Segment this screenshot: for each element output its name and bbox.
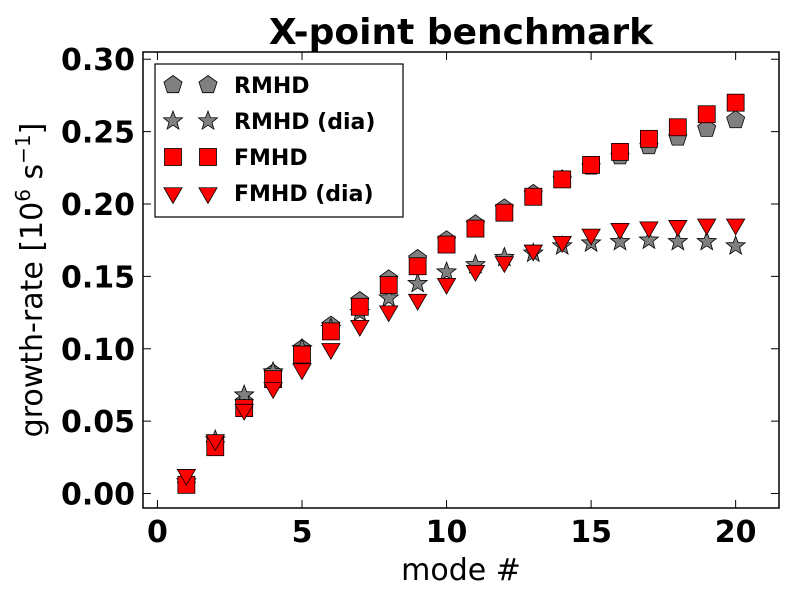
data-point [293, 345, 311, 364]
data-point [667, 230, 689, 251]
y-tick-label: 0.10 [61, 333, 135, 368]
data-point [697, 105, 716, 124]
x-tick-label: 5 [292, 515, 313, 550]
data-point [407, 272, 429, 293]
data-point [696, 230, 718, 251]
x-tick-label: 0 [147, 515, 168, 550]
data-point [378, 286, 400, 308]
data-point [408, 257, 427, 276]
data-point [263, 382, 283, 400]
data-point [379, 276, 398, 294]
legend-marker [198, 187, 218, 205]
y-tick-label: 0.25 [61, 116, 135, 151]
series-fmhd [177, 93, 745, 494]
data-point [436, 277, 457, 295]
x-axis-label: mode # [401, 553, 521, 588]
data-point [321, 343, 341, 361]
data-point [725, 218, 746, 236]
legend-label-rmhd-dia: RMHD (dia) [234, 110, 375, 135]
data-point [437, 235, 456, 254]
data-point [696, 218, 717, 236]
x-tick-label: 20 [715, 515, 757, 550]
chart-title: X-point benchmark [269, 12, 654, 53]
data-point [407, 293, 428, 311]
data-point [668, 118, 687, 137]
x-tick-label: 10 [426, 515, 468, 550]
data-point [292, 363, 312, 381]
data-point [322, 322, 340, 341]
data-point [638, 229, 660, 250]
y-tick-label: 0.00 [61, 478, 135, 513]
legend-marker [198, 75, 218, 94]
data-point [494, 256, 515, 274]
x-tick-label: 15 [570, 515, 612, 550]
y-tick-label: 0.15 [61, 260, 135, 295]
data-point [350, 297, 369, 316]
data-point [176, 469, 197, 486]
legend-marker [163, 187, 183, 205]
series-fmhd-dia [176, 218, 746, 486]
data-point [465, 264, 486, 282]
data-point [234, 403, 254, 421]
legend-label-fmhd: FMHD [234, 146, 308, 171]
y-tick-label: 0.30 [61, 43, 135, 78]
data-point [582, 156, 600, 174]
data-point [697, 118, 717, 137]
legend-marker [163, 75, 183, 94]
data-point [205, 434, 226, 452]
legend-label-fmhd-dia: FMHD (dia) [234, 182, 374, 207]
data-point [726, 110, 746, 129]
legend: RMHD RMHD (dia) FMHD FMHD (dia) [154, 63, 404, 218]
data-point [523, 244, 544, 262]
legend-box [154, 63, 404, 218]
data-point [668, 220, 688, 238]
legend-label-rmhd: RMHD [234, 74, 310, 99]
data-point [553, 170, 572, 189]
data-point [435, 260, 458, 282]
data-point [378, 305, 399, 323]
y-axis-label: growth-rate [106 s−1] [11, 123, 50, 438]
data-point [639, 221, 659, 239]
data-point [581, 228, 601, 246]
y-tick-label: 0.05 [61, 405, 135, 440]
legend-marker [164, 148, 182, 166]
legend-marker [162, 109, 184, 131]
data-point [725, 234, 747, 255]
legend-marker [197, 109, 219, 131]
data-point [726, 93, 745, 112]
data-point [610, 222, 630, 240]
data-point [552, 235, 572, 253]
data-point [611, 142, 629, 161]
data-point [495, 203, 514, 222]
legend-marker [199, 148, 217, 166]
data-point [640, 129, 658, 148]
data-point [524, 187, 543, 206]
data-point [350, 319, 370, 337]
data-point [609, 230, 631, 251]
y-tick-label: 0.20 [61, 188, 135, 223]
data-point [466, 219, 485, 238]
